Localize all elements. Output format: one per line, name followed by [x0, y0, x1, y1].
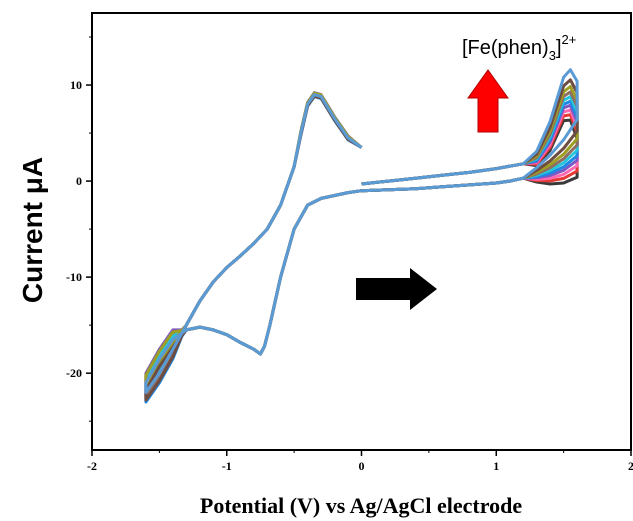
annotation-superscript: 2+	[562, 32, 577, 47]
y-tick-label: 0	[76, 174, 82, 188]
plot-frame	[91, 12, 632, 451]
x-tick-label: -2	[87, 459, 97, 473]
cv-scan-9	[144, 78, 579, 402]
annotation-main: [Fe(phen)	[462, 37, 549, 59]
y-tick-label: -10	[66, 270, 82, 284]
y-tick-label: -20	[66, 366, 82, 380]
cv-scan-10	[144, 68, 579, 394]
annotation-close: ]	[556, 37, 562, 59]
x-tick-label: -1	[222, 459, 232, 473]
black-right-arrow	[356, 268, 437, 310]
cv-scan-4	[144, 91, 579, 385]
cv-scan-3	[144, 94, 579, 400]
cv-scan-6	[144, 92, 579, 390]
y-axis-ticks: -20 -10 0 10	[66, 36, 92, 422]
x-tick-label: 0	[359, 459, 365, 473]
annotation-subscript: 3	[549, 48, 556, 63]
x-axis-ticks: -2 -1 0 1 2	[87, 450, 633, 473]
x-axis-title: Potential (V) vs Ag/AgCl electrode	[200, 493, 522, 518]
x-tick-label: 2	[628, 459, 633, 473]
cv-scan-5	[144, 95, 579, 404]
y-axis-title: Current μA	[17, 157, 48, 303]
cv-scan-8	[144, 85, 579, 387]
red-up-arrow	[467, 69, 509, 133]
series-curves	[144, 68, 579, 404]
complex-annotation: [Fe(phen)3]2+	[462, 32, 576, 63]
cv-scan-7	[144, 90, 579, 398]
cv-scan-1	[144, 93, 579, 394]
x-tick-label: 1	[493, 459, 499, 473]
y-tick-label: 10	[70, 78, 82, 92]
cv-scan-2	[144, 92, 579, 389]
plot-border	[91, 12, 632, 451]
